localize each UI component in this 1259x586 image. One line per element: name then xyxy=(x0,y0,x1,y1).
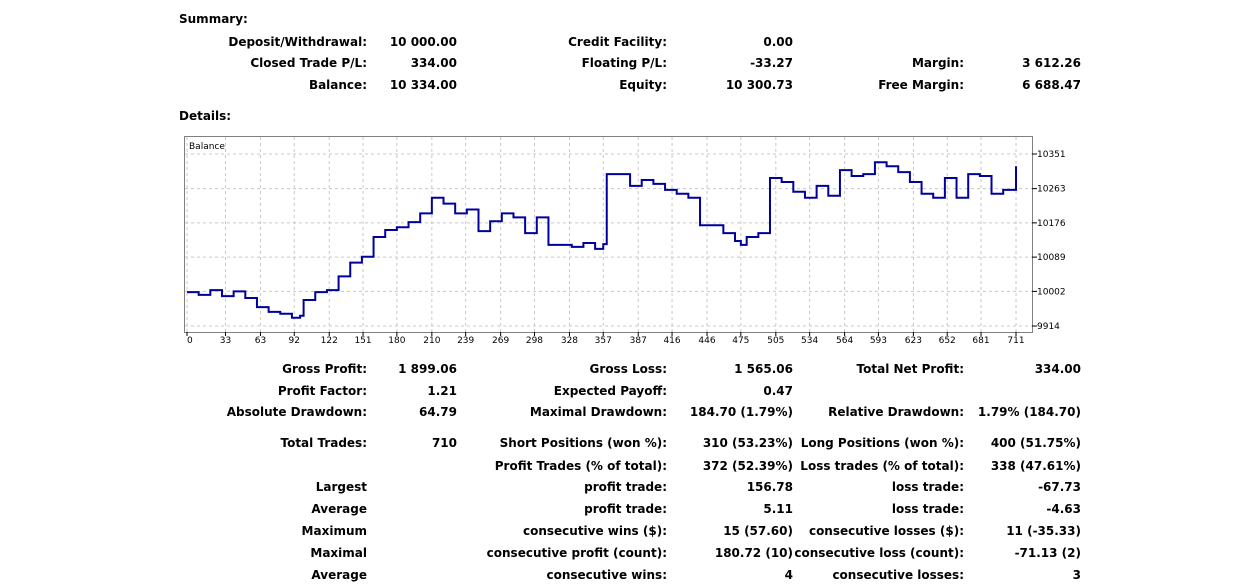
details-label: profit trade: xyxy=(584,502,667,516)
details-label: Average xyxy=(311,502,367,516)
details-label: Long Positions (won %): xyxy=(800,436,964,450)
details-value: 1 899.06 xyxy=(398,362,457,376)
details-value: 11 (-35.33) xyxy=(1006,524,1081,538)
details-value: 1.21 xyxy=(427,384,457,398)
details-value: 184.70 (1.79%) xyxy=(689,405,793,419)
details-value: -67.73 xyxy=(1038,480,1081,494)
summary-value: 10 334.00 xyxy=(389,78,457,92)
details-value: 372 (52.39%) xyxy=(702,459,793,473)
summary-value: 334.00 xyxy=(410,56,457,70)
details-label: profit trade: xyxy=(584,480,667,494)
details-label: Relative Drawdown: xyxy=(828,405,964,419)
balance-chart-svg: Balance xyxy=(185,137,1032,332)
summary-label: Closed Trade P/L: xyxy=(250,56,367,70)
details-label: Short Positions (won %): xyxy=(499,436,667,450)
details-label: Profit Trades (% of total): xyxy=(494,459,667,473)
summary-label: Credit Facility: xyxy=(568,35,667,49)
details-label: Absolute Drawdown: xyxy=(226,405,367,419)
details-label: consecutive loss (count): xyxy=(794,546,964,560)
details-label: Expected Payoff: xyxy=(553,384,667,398)
details-value: 64.79 xyxy=(419,405,457,419)
summary-label: Balance: xyxy=(308,78,367,92)
details-label: Profit Factor: xyxy=(277,384,367,398)
details-value: -71.13 (2) xyxy=(1014,546,1081,560)
details-label: consecutive wins ($): xyxy=(522,524,667,538)
details-label: Largest xyxy=(315,480,367,494)
details-label: Gross Loss: xyxy=(589,362,667,376)
details-label: Maximal xyxy=(310,546,367,560)
details-value: 338 (47.61%) xyxy=(990,459,1081,473)
details-label: loss trade: xyxy=(891,480,964,494)
details-label: consecutive losses ($): xyxy=(808,524,964,538)
details-label: Total Net Profit: xyxy=(856,362,964,376)
summary-label: Deposit/Withdrawal: xyxy=(228,35,367,49)
details-value: 710 xyxy=(431,436,457,450)
details-label: Maximal Drawdown: xyxy=(529,405,667,419)
details-value: -4.63 xyxy=(1046,502,1081,516)
details-value: 156.78 xyxy=(746,480,793,494)
balance-chart: Balance xyxy=(184,136,1033,333)
summary-value: 10 000.00 xyxy=(389,35,457,49)
details-label: Total Trades: xyxy=(280,436,367,450)
details-value: 334.00 xyxy=(1034,362,1081,376)
details-label: Gross Profit: xyxy=(282,362,367,376)
summary-label: Floating P/L: xyxy=(581,56,667,70)
summary-heading: Summary: xyxy=(179,12,248,26)
details-label: consecutive wins: xyxy=(546,568,667,582)
summary-label: Free Margin: xyxy=(878,78,964,92)
balance-series-line xyxy=(187,161,1018,319)
series-label: Balance xyxy=(189,142,225,152)
details-value: 180.72 (10) xyxy=(714,546,793,560)
details-label: Maximum xyxy=(301,524,367,538)
details-label: consecutive losses: xyxy=(832,568,964,582)
details-label: Loss trades (% of total): xyxy=(800,459,964,473)
summary-value: 6 688.47 xyxy=(1022,78,1081,92)
summary-value: 0.00 xyxy=(763,35,793,49)
summary-value: 3 612.26 xyxy=(1022,56,1081,70)
summary-value: 10 300.73 xyxy=(725,78,793,92)
details-label: Average xyxy=(311,568,367,582)
details-value: 400 (51.75%) xyxy=(990,436,1081,450)
details-value: 310 (53.23%) xyxy=(702,436,793,450)
details-value: 15 (57.60) xyxy=(723,524,793,538)
details-value: 3 xyxy=(1072,568,1081,582)
details-value: 5.11 xyxy=(763,502,793,516)
details-heading: Details: xyxy=(179,109,232,123)
details-label: consecutive profit (count): xyxy=(486,546,667,560)
details-value: 1 565.06 xyxy=(734,362,793,376)
details-value: 1.79% (184.70) xyxy=(977,405,1081,419)
summary-value: -33.27 xyxy=(750,56,793,70)
details-value: 4 xyxy=(784,568,793,582)
summary-label: Equity: xyxy=(619,78,667,92)
details-value: 0.47 xyxy=(763,384,793,398)
summary-label: Margin: xyxy=(911,56,964,70)
details-label: loss trade: xyxy=(891,502,964,516)
